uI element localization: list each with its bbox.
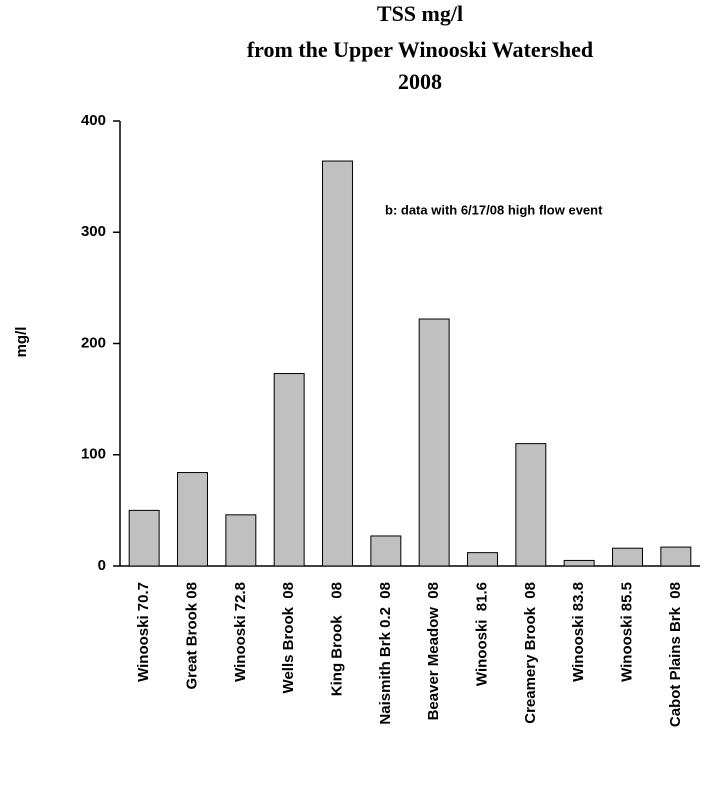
bar	[563, 559, 595, 567]
x-tick-label: Beaver Meadow 08	[425, 582, 442, 720]
bar	[660, 546, 692, 567]
x-tick-label: Naismith Brk 0.2 08	[377, 582, 394, 725]
y-tick-label: 400	[81, 112, 106, 129]
bar	[322, 160, 353, 567]
x-tick-label: Winooski 81.6	[473, 582, 490, 686]
x-tick-label: Wells Brook 08	[280, 582, 297, 693]
y-tick-label: 300	[81, 223, 106, 240]
x-tick-label: Cabot Plains Brk 08	[667, 582, 684, 727]
x-tick-label: Great Brook 08	[183, 582, 200, 690]
bar	[418, 318, 450, 567]
chart-title: 2008	[398, 69, 442, 94]
bar	[177, 472, 208, 567]
x-tick-label: Winooski 83.8	[570, 582, 587, 682]
bar	[225, 514, 257, 567]
bar	[612, 547, 643, 567]
x-tick-label: King Brook 08	[328, 582, 345, 696]
y-tick-label: 100	[81, 446, 106, 463]
x-tick-label: Winooski 72.8	[232, 582, 249, 682]
x-tick-label: Winooski 70.7	[135, 582, 152, 682]
bar	[128, 509, 160, 567]
chart-title: from the Upper Winooski Watershed	[247, 37, 593, 62]
bar	[273, 373, 305, 567]
y-tick-label: 0	[98, 557, 106, 574]
chart-title: TSS mg/l	[377, 1, 463, 26]
bar	[370, 535, 402, 567]
y-tick-label: 200	[81, 334, 106, 351]
bar	[515, 443, 547, 567]
y-axis-label: mg/l	[13, 327, 30, 358]
x-tick-label: Creamery Brook 08	[522, 582, 539, 724]
x-tick-label: Winooski 85.5	[618, 582, 635, 682]
bar	[467, 552, 498, 567]
annotation: b: data with 6/17/08 high flow event	[385, 202, 603, 217]
